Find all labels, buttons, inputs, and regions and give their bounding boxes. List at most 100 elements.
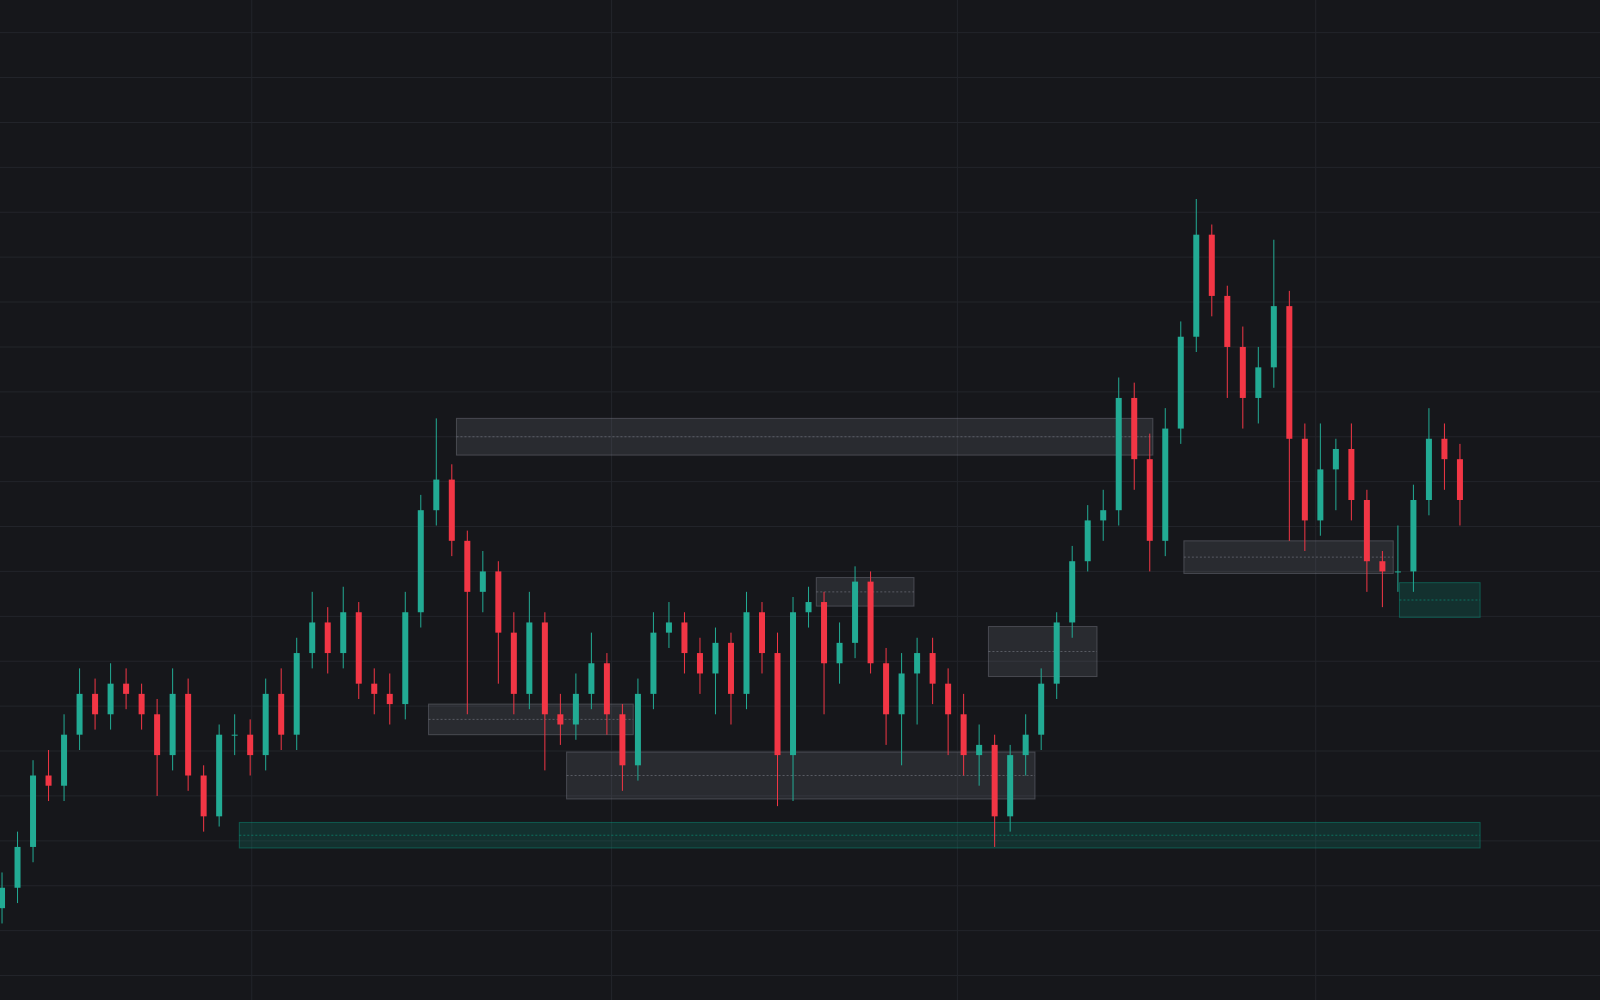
candle-body	[1239, 346, 1246, 398]
candle-body	[805, 602, 812, 613]
candle-body	[355, 612, 362, 684]
candle-body	[76, 693, 83, 735]
candle-body	[619, 714, 626, 766]
candle-body	[1270, 306, 1277, 368]
candle-body	[185, 693, 192, 776]
candle-body	[976, 744, 983, 756]
candle-body	[898, 673, 905, 715]
candle-body	[991, 744, 998, 817]
candle-body	[1177, 336, 1184, 429]
candle-body	[231, 734, 238, 736]
candle-body	[92, 693, 99, 715]
candle-body	[1394, 571, 1401, 573]
candle-body	[1224, 295, 1231, 347]
candle-body	[759, 612, 766, 654]
candle-body	[634, 693, 641, 766]
candle-body	[526, 622, 533, 694]
zone	[566, 751, 1036, 800]
candle-body	[371, 683, 378, 694]
candle-body	[433, 479, 440, 511]
candle-body	[340, 612, 347, 654]
candle-body	[914, 653, 921, 674]
candle-body	[1053, 622, 1060, 684]
candle-body	[1425, 438, 1432, 500]
candle-body	[123, 683, 130, 694]
candle-body	[1100, 510, 1107, 521]
candle-body	[479, 571, 486, 592]
candle-body	[1332, 448, 1339, 470]
candle-body	[1115, 397, 1122, 511]
candle-body	[790, 612, 797, 756]
candle-body	[1022, 734, 1029, 756]
candle-body	[945, 683, 952, 715]
candle-body	[448, 479, 455, 541]
candle-body	[665, 622, 672, 633]
candle-body	[402, 612, 409, 705]
candle-body	[681, 622, 688, 654]
candle-body	[1441, 438, 1448, 460]
candle-body	[262, 693, 269, 756]
candle-body	[541, 622, 548, 715]
candle-body	[1363, 500, 1370, 562]
candle-body	[1410, 500, 1417, 572]
candle-body	[0, 887, 6, 909]
candle-body	[1208, 234, 1215, 296]
candle-body	[1286, 306, 1293, 439]
candle-body	[1146, 459, 1153, 541]
candle-body	[45, 775, 52, 786]
candle-body	[138, 693, 145, 715]
candle-body	[324, 622, 331, 654]
candle-body	[1301, 438, 1308, 521]
candle-body	[572, 693, 579, 725]
candle-body	[216, 734, 223, 817]
candle-body	[821, 602, 828, 664]
candle-body	[557, 714, 564, 725]
candle-body	[14, 846, 21, 888]
candle-body	[61, 734, 68, 786]
candle-body	[929, 653, 936, 684]
candle-body	[650, 632, 657, 694]
candle-body	[1348, 448, 1355, 500]
candle-body	[774, 653, 781, 756]
candle-body	[1317, 469, 1324, 521]
candle-body	[510, 632, 517, 694]
candle-body	[169, 693, 176, 756]
zone	[428, 703, 634, 736]
candle-body	[743, 612, 750, 694]
candle-body	[309, 622, 316, 654]
candle-body	[200, 775, 207, 817]
zone	[987, 626, 1098, 678]
candle-body	[464, 540, 471, 592]
candle-body	[852, 581, 859, 643]
candle-body	[1038, 683, 1045, 735]
candle-body	[1069, 561, 1076, 623]
candle-body	[495, 571, 502, 633]
candle-body	[836, 642, 843, 664]
candle-body	[696, 653, 703, 674]
candle-body	[588, 663, 595, 694]
candle-body	[883, 663, 890, 715]
candle-body	[417, 510, 424, 613]
candle-body	[1162, 428, 1169, 541]
candle-body	[1131, 397, 1138, 460]
candle-body	[727, 642, 734, 694]
candle-body	[386, 693, 393, 705]
candle-body	[278, 693, 285, 735]
candle-body	[712, 642, 719, 674]
candle-body	[107, 683, 114, 715]
candle-body	[247, 734, 254, 756]
candle-body	[867, 581, 874, 664]
candle-body	[1084, 520, 1091, 562]
candle-body	[1255, 367, 1262, 398]
candle-body	[603, 663, 610, 715]
candle-body	[960, 714, 967, 756]
candle-body	[154, 714, 161, 756]
candle-body	[30, 775, 37, 847]
candle-body	[1007, 755, 1014, 817]
candle-body	[1456, 459, 1463, 500]
candle-body	[1379, 561, 1386, 572]
candle-body	[1193, 234, 1200, 337]
